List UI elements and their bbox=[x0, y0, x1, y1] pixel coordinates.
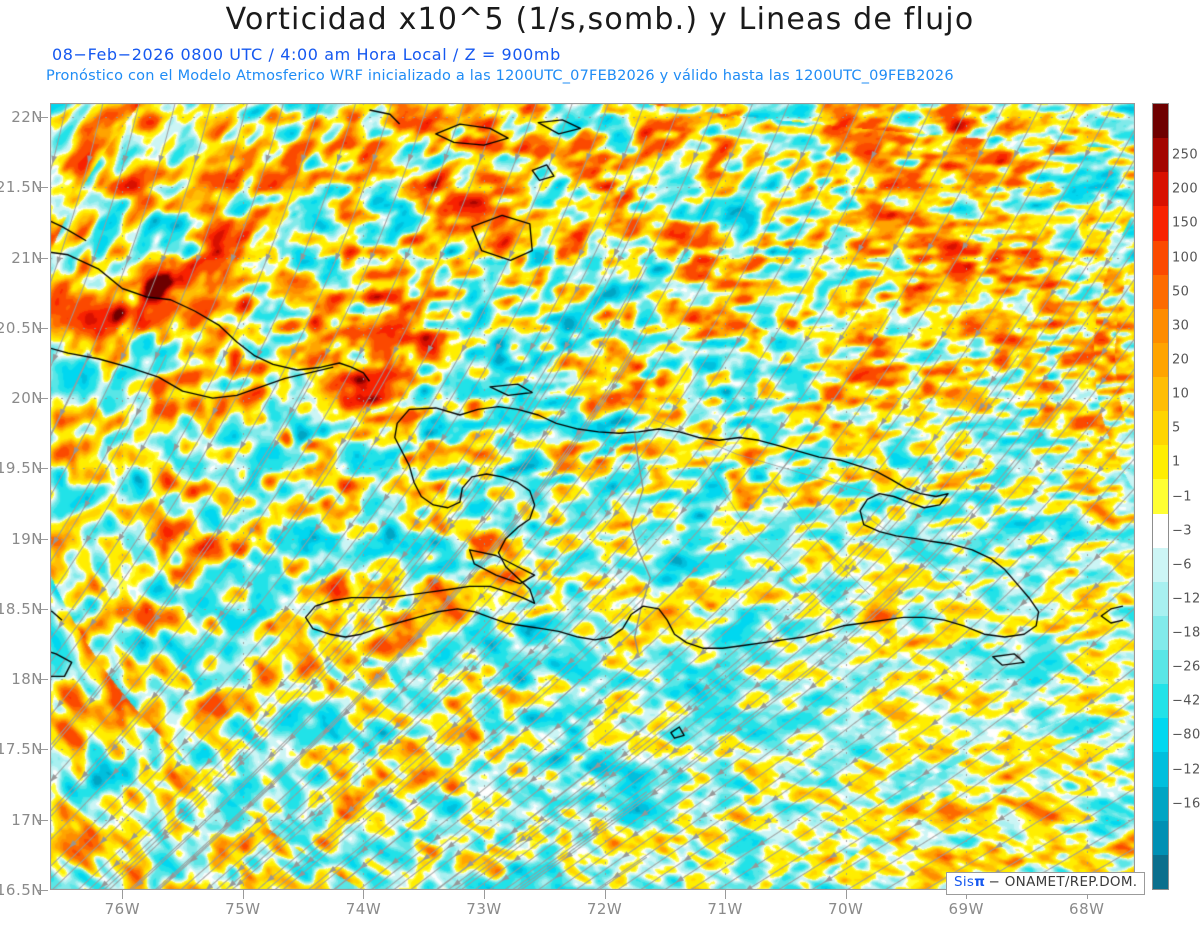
y-axis-tick bbox=[38, 749, 48, 751]
y-axis-label: 16.5N bbox=[0, 881, 43, 899]
colorbar-segment bbox=[1153, 274, 1168, 309]
colorbar-tick-label: −120 bbox=[1172, 762, 1200, 778]
x-axis-tick bbox=[242, 890, 244, 899]
colorbar-tick-label: 10 bbox=[1172, 386, 1190, 402]
x-axis-label: 70W bbox=[827, 900, 864, 918]
y-axis-label: 17.5N bbox=[0, 740, 43, 759]
y-axis-tick bbox=[38, 468, 48, 470]
colorbar-segment bbox=[1153, 684, 1168, 719]
y-axis-tick bbox=[38, 608, 48, 610]
vorticity-field-canvas bbox=[50, 103, 1135, 890]
x-axis-tick bbox=[363, 890, 365, 899]
colorbar-segment bbox=[1153, 581, 1168, 616]
y-axis-label: 19.5N bbox=[0, 459, 43, 478]
x-axis-tick bbox=[725, 890, 727, 899]
y-axis-label: 20N bbox=[11, 389, 43, 408]
colorbar-tick-label: −18 bbox=[1172, 625, 1200, 641]
colorbar-tick-label: −42 bbox=[1172, 693, 1200, 709]
colorbar-segment bbox=[1153, 718, 1168, 753]
colorbar-tick-label: −80 bbox=[1172, 727, 1200, 743]
colorbar-tick-label: −26 bbox=[1172, 659, 1200, 675]
colorbar-tick-label: 20 bbox=[1172, 352, 1190, 368]
colorbar-tick-label: 1 bbox=[1172, 454, 1181, 470]
y-axis-label: 19N bbox=[11, 529, 43, 548]
colorbar-segment bbox=[1153, 752, 1168, 787]
credit-agency-label: − ONAMET/REP.DOM. bbox=[988, 874, 1138, 890]
x-axis-tick bbox=[604, 890, 606, 899]
colorbar-tick-label: −1 bbox=[1172, 489, 1192, 504]
colorbar-tick-label: 150 bbox=[1172, 215, 1199, 231]
x-axis-label: 68W bbox=[1069, 900, 1105, 918]
y-axis-label: 20.5N bbox=[0, 318, 43, 337]
colorbar-tick-label: 30 bbox=[1172, 318, 1190, 334]
x-axis-label: 74W bbox=[345, 900, 382, 918]
x-axis-label: 71W bbox=[707, 900, 743, 918]
y-axis-tick bbox=[38, 538, 48, 540]
y-axis-tick bbox=[38, 398, 48, 400]
y-axis-label: 17N bbox=[11, 810, 43, 829]
colorbar-segment bbox=[1153, 308, 1168, 343]
x-axis-label: 72W bbox=[586, 900, 623, 918]
y-axis-tick bbox=[38, 890, 48, 891]
colorbar-segment bbox=[1153, 786, 1168, 821]
colorbar bbox=[1152, 103, 1169, 890]
colorbar-tick-label: 200 bbox=[1172, 181, 1199, 197]
x-axis-tick bbox=[122, 890, 124, 899]
colorbar-segment bbox=[1153, 479, 1168, 514]
colorbar-segment bbox=[1153, 615, 1168, 650]
colorbar-tick-label: 5 bbox=[1172, 420, 1181, 436]
y-axis-label: 21.5N bbox=[0, 178, 43, 197]
x-axis-tick bbox=[484, 890, 485, 899]
y-axis-tick bbox=[38, 257, 48, 259]
colorbar-segment bbox=[1153, 411, 1168, 446]
y-axis-label: 18N bbox=[11, 670, 43, 689]
colorbar-segment bbox=[1153, 513, 1168, 548]
y-axis-tick bbox=[38, 819, 48, 821]
colorbar-tick-label: 250 bbox=[1172, 147, 1199, 163]
colorbar-tick-label: 100 bbox=[1172, 250, 1199, 266]
colorbar-tick-label: −3 bbox=[1172, 523, 1192, 539]
brand-sis-label: Sis bbox=[954, 874, 975, 890]
colorbar-segment bbox=[1153, 820, 1168, 855]
colorbar-segment bbox=[1153, 445, 1168, 480]
x-axis-tick bbox=[845, 890, 847, 899]
subtitle-datetime: 08−Feb−2026 0800 UTC / 4:00 am Hora Loca… bbox=[52, 45, 561, 64]
colorbar-segment bbox=[1153, 342, 1168, 377]
colorbar-segment bbox=[1153, 650, 1168, 685]
vorticity-map-plot bbox=[50, 103, 1135, 890]
colorbar-segment bbox=[1153, 104, 1168, 139]
y-axis-tick bbox=[38, 679, 48, 681]
colorbar-tick-label: −6 bbox=[1172, 557, 1192, 573]
x-axis-label: 76W bbox=[104, 900, 141, 918]
y-axis-tick bbox=[38, 327, 48, 329]
colorbar-segment bbox=[1153, 172, 1168, 207]
colorbar-segment bbox=[1153, 240, 1168, 275]
y-axis-tick bbox=[38, 187, 48, 189]
colorbar-segment bbox=[1153, 206, 1168, 241]
x-axis-label: 73W bbox=[466, 900, 502, 918]
brand-tt-icon: π bbox=[974, 874, 985, 890]
colorbar-segment bbox=[1153, 377, 1168, 412]
subtitle-model-info: Pronóstico con el Modelo Atmosferico WRF… bbox=[46, 68, 954, 84]
colorbar-segment bbox=[1153, 138, 1168, 173]
y-axis-label: 18.5N bbox=[0, 599, 43, 618]
y-axis-label: 22N bbox=[11, 108, 43, 127]
x-axis-label: 69W bbox=[948, 900, 984, 918]
colorbar-tick-label: −12 bbox=[1172, 591, 1200, 607]
colorbar-segment bbox=[1153, 854, 1168, 889]
x-axis-label: 75W bbox=[225, 900, 261, 918]
colorbar-segment bbox=[1153, 547, 1168, 582]
credit-badge: Sisπ − ONAMET/REP.DOM. bbox=[946, 872, 1146, 895]
y-axis-tick bbox=[38, 117, 48, 119]
colorbar-tick-label: 50 bbox=[1172, 284, 1190, 300]
y-axis-label: 21N bbox=[11, 248, 43, 267]
colorbar-tick-label: −160 bbox=[1172, 796, 1200, 812]
page-title: Vorticidad x10^5 (1/s,somb.) y Lineas de… bbox=[225, 2, 975, 37]
